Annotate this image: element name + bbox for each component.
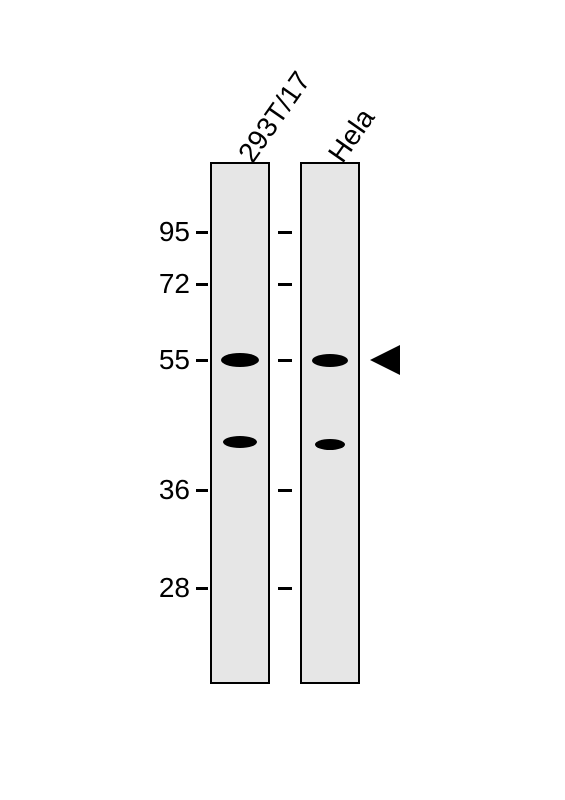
lane-1-label: 293T/17 (232, 66, 317, 169)
lane-1 (210, 162, 270, 684)
mw-label-36: 36 (130, 474, 190, 506)
mw-label-28: 28 (130, 572, 190, 604)
mw-tick-28 (196, 587, 208, 590)
blot-canvas: 293T/17 Hela 95 72 55 36 28 (0, 0, 565, 800)
mw-tick-72 (196, 283, 208, 286)
inner-tick-72 (278, 283, 292, 286)
inner-tick-36 (278, 489, 292, 492)
mw-tick-55 (196, 359, 208, 362)
lane-2 (300, 162, 360, 684)
target-arrow-icon (370, 345, 400, 375)
band-lane2-55 (312, 354, 348, 367)
mw-label-72: 72 (130, 268, 190, 300)
mw-label-55: 55 (130, 344, 190, 376)
mw-tick-95 (196, 231, 208, 234)
mw-tick-36 (196, 489, 208, 492)
band-lane1-55 (221, 353, 259, 367)
lane-2-label: Hela (322, 103, 381, 169)
inner-tick-55 (278, 359, 292, 362)
band-lane2-lower (315, 439, 345, 450)
mw-label-95: 95 (130, 216, 190, 248)
inner-tick-95 (278, 231, 292, 234)
band-lane1-lower (223, 436, 257, 448)
inner-tick-28 (278, 587, 292, 590)
